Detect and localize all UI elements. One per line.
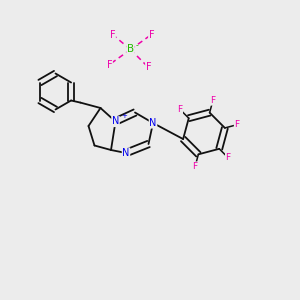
Text: F: F [177,105,182,114]
Text: F: F [234,120,239,129]
Text: F: F [210,96,215,105]
Text: B: B [127,44,134,55]
Text: F: F [149,29,154,40]
Text: +: + [122,112,128,118]
Text: F: F [110,29,115,40]
Text: F: F [193,162,198,171]
Text: F: F [107,59,112,70]
Text: N: N [122,148,130,158]
Text: N: N [149,118,157,128]
Text: F: F [146,62,151,73]
Text: F: F [226,153,231,162]
Text: -: - [136,41,139,50]
Text: N: N [112,116,119,127]
